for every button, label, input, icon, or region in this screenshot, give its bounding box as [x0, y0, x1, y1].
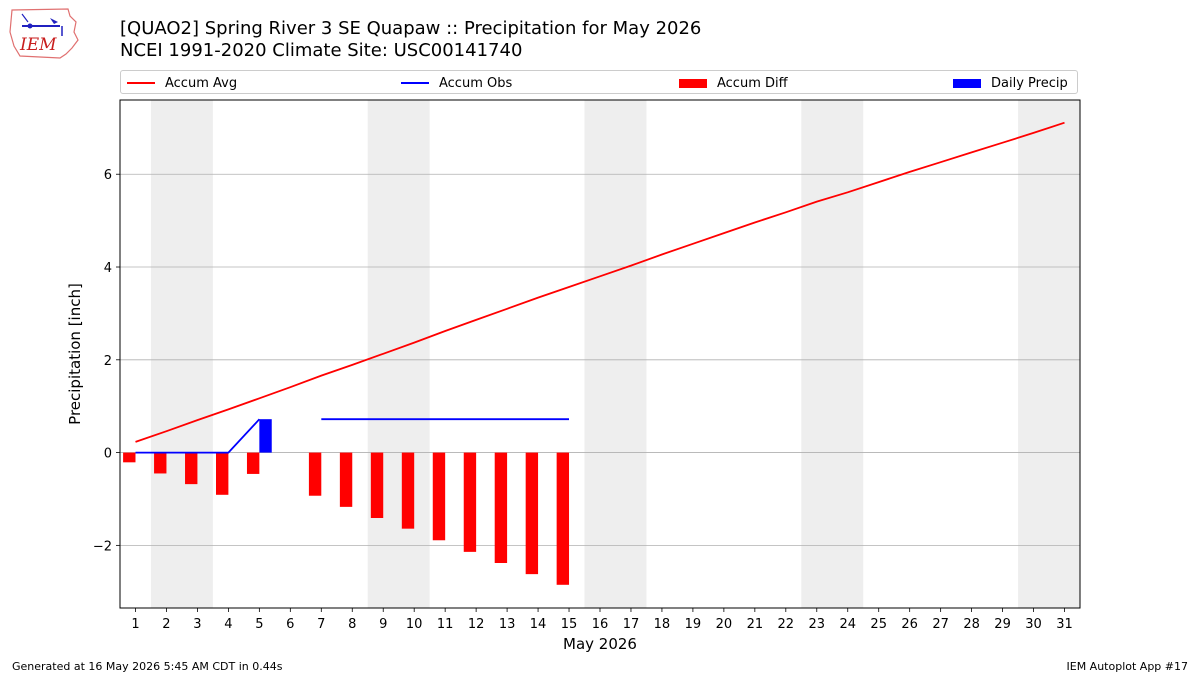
- legend-item-daily-precip: Daily Precip: [953, 74, 1068, 92]
- x-tick-label: 18: [654, 617, 671, 632]
- accum-diff-bar: [216, 452, 229, 495]
- legend-label: Daily Precip: [991, 75, 1068, 91]
- x-tick-label: 13: [499, 617, 516, 632]
- x-tick-label: 15: [561, 617, 578, 632]
- accum-avg-line: [135, 121, 1065, 443]
- x-tick-label: 23: [809, 617, 826, 632]
- x-tick-label: 21: [747, 617, 764, 632]
- legend-item-accum-diff: Accum Diff: [679, 74, 788, 92]
- accum-diff-bar: [370, 452, 384, 518]
- x-tick-label: 24: [839, 617, 856, 632]
- x-tick-label: 12: [468, 617, 485, 632]
- x-tick-label: 5: [255, 617, 263, 632]
- x-tick-label: 30: [1025, 617, 1042, 632]
- x-tick-label: 27: [932, 617, 949, 632]
- logo-text: IEM: [19, 35, 57, 55]
- x-tick-label: 2: [162, 617, 170, 632]
- legend-swatch: [679, 78, 707, 88]
- accum-diff-bar: [463, 452, 477, 552]
- accum-diff-bar: [339, 452, 353, 507]
- title-line-2: NCEI 1991-2020 Climate Site: USC00141740: [120, 40, 523, 61]
- plot-frame: [119, 99, 1081, 609]
- accum-diff-bar: [401, 452, 415, 529]
- weekend-shade: [584, 100, 647, 608]
- accum-diff-bar: [154, 452, 167, 474]
- y-axis-label: Precipitation [inch]: [66, 283, 84, 425]
- x-tick-label: 25: [870, 617, 887, 632]
- accum-obs-line: [135, 418, 569, 454]
- x-tick-label: 10: [406, 617, 423, 632]
- x-tick-label: 28: [963, 617, 980, 632]
- legend-label: Accum Obs: [439, 75, 513, 91]
- weekend-shade: [150, 100, 213, 608]
- legend-item-accum-avg: Accum Avg: [127, 74, 237, 92]
- x-axis-label: May 2026: [563, 635, 637, 653]
- title-line-1: [QUAO2] Spring River 3 SE Quapaw :: Prec…: [120, 18, 702, 39]
- chart-legend: Accum Avg Accum Obs Accum Diff Daily Pre…: [120, 70, 1078, 94]
- weekend-shade: [801, 100, 864, 608]
- accum-diff-bar: [432, 452, 446, 541]
- accum-diff-bar: [494, 452, 508, 563]
- footer-app-id: IEM Autoplot App #17: [1066, 660, 1189, 673]
- weekend-shade: [367, 100, 430, 608]
- accum-diff-bar: [123, 452, 136, 463]
- y-tick-label: 0: [104, 447, 112, 462]
- y-tick-label: 6: [104, 168, 112, 183]
- x-tick-label: 1: [131, 617, 139, 632]
- legend-item-accum-obs: Accum Obs: [401, 74, 512, 92]
- x-tick-label: 3: [193, 617, 201, 632]
- x-tick-label: 8: [348, 617, 356, 632]
- x-tick-label: 17: [623, 617, 640, 632]
- legend-swatch: [401, 82, 429, 84]
- legend-label: Accum Avg: [165, 75, 238, 91]
- accum-diff-bar: [525, 452, 539, 575]
- x-tick-label: 14: [530, 617, 547, 632]
- legend-swatch: [127, 82, 155, 84]
- x-tick-label: 20: [716, 617, 733, 632]
- legend-label: Accum Diff: [717, 75, 788, 91]
- footer-generated-text: Generated at 16 May 2026 5:45 AM CDT in …: [12, 660, 283, 673]
- x-tick-label: 22: [778, 617, 795, 632]
- iowa-state-outline-icon: IEM: [9, 8, 79, 59]
- weekend-shade: [1018, 100, 1080, 608]
- accum-diff-bar: [556, 452, 570, 585]
- iem-logo: IEM: [8, 6, 80, 60]
- y-tick-label: 4: [104, 261, 112, 276]
- x-tick-label: 31: [1056, 617, 1073, 632]
- daily-precip-bar: [259, 419, 272, 453]
- accum-diff-bar: [246, 452, 260, 474]
- x-tick-label: 4: [224, 617, 232, 632]
- x-tick-label: 9: [379, 617, 387, 632]
- x-tick-label: 6: [286, 617, 294, 632]
- accum-diff-bar: [308, 452, 322, 496]
- x-tick-label: 7: [317, 617, 325, 632]
- chart-title: [QUAO2] Spring River 3 SE Quapaw :: Prec…: [120, 18, 701, 62]
- x-tick-label: 29: [994, 617, 1011, 632]
- x-tick-label: 16: [592, 617, 609, 632]
- x-tick-label: 19: [685, 617, 702, 632]
- x-tick-label: 11: [437, 617, 454, 632]
- accum-diff-bar: [185, 452, 198, 485]
- legend-swatch: [953, 78, 981, 88]
- y-tick-label: −2: [93, 539, 112, 554]
- y-tick-label: 2: [104, 354, 112, 369]
- x-tick-label: 26: [901, 617, 918, 632]
